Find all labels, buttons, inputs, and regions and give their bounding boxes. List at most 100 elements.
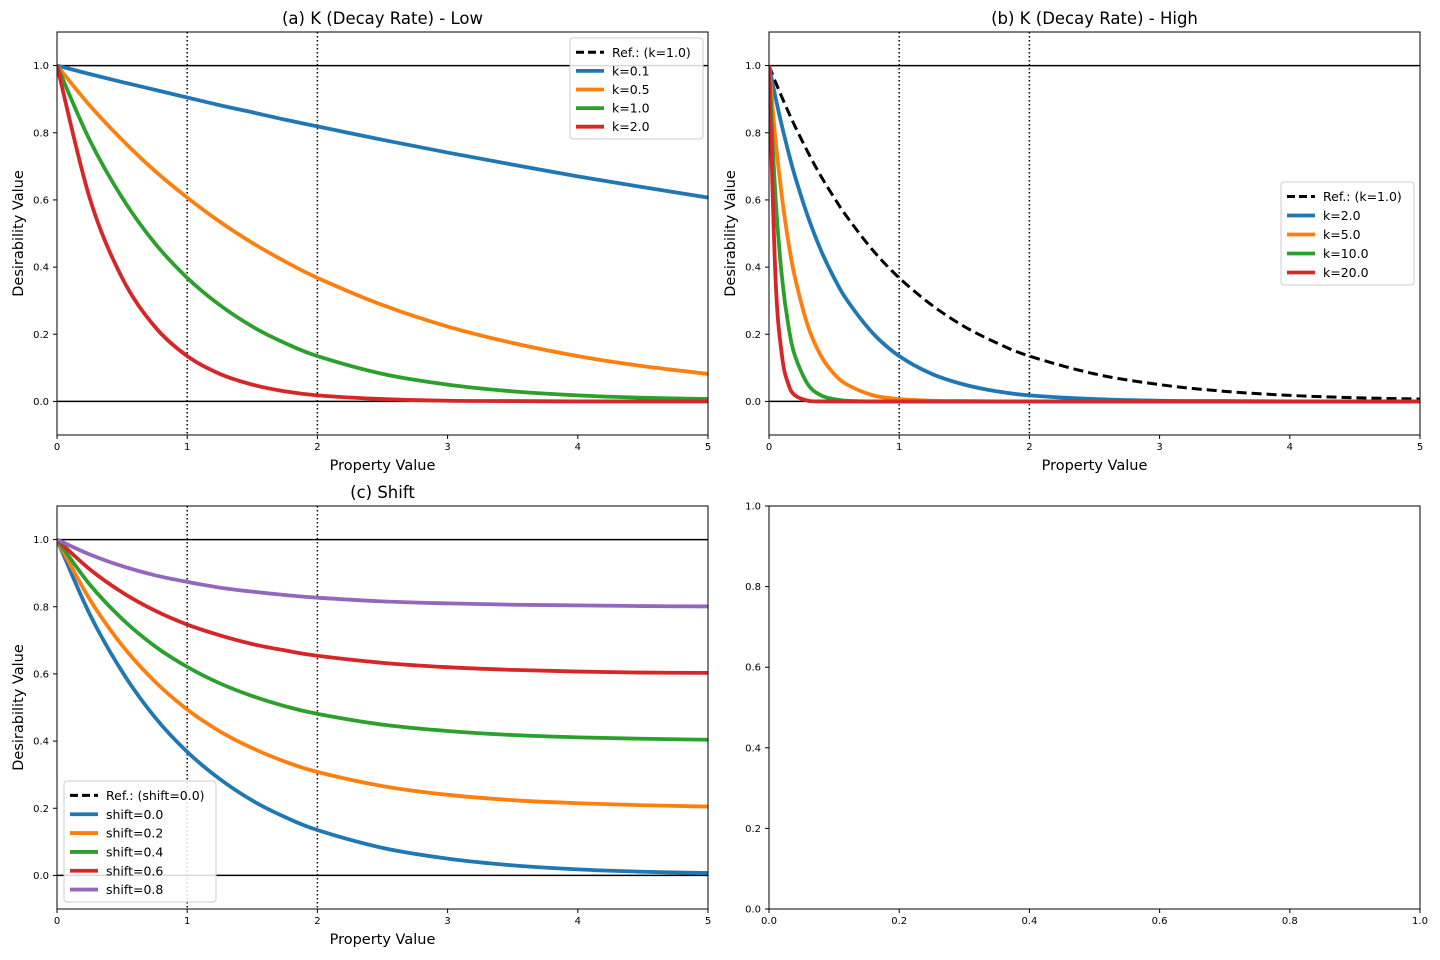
subplot-1: 0 1 2 3 4 5 0.0 0.2 0.4 0.6 0.8 1.0 (a) K (Decay Rat… <box>11 9 711 474</box>
y-tick-label-1: 0.2 <box>745 330 761 341</box>
y-tick-label-4: 0.8 <box>745 128 761 139</box>
legend-label-1: k=0.1 <box>612 63 650 78</box>
y-tick-label-5: 1.0 <box>745 61 761 72</box>
x-tick-label-3: 0.6 <box>1152 916 1168 927</box>
x-tick-label-3: 3 <box>1156 442 1162 453</box>
x-tick-label-5: 5 <box>705 442 711 453</box>
legend-box <box>569 37 704 140</box>
y-tick-label-3: 0.6 <box>33 195 49 206</box>
axes-frame <box>768 31 1421 436</box>
y-tick-label-2: 0.4 <box>33 737 49 748</box>
y-tick-label-0: 0.0 <box>33 871 49 882</box>
subplot-2: 0 1 2 3 4 5 0.0 0.2 0.4 0.6 0.8 1.0 (b) K (Decay Rat… <box>723 9 1423 474</box>
subplot-3: 0 1 2 3 4 5 0.0 0.2 0.4 0.6 0.8 1.0 (c) Shift Propert… <box>11 483 711 948</box>
x-tick-label-0: 0 <box>766 442 772 453</box>
legend-label-4: shift=0.6 <box>106 863 163 878</box>
x-tick-label-5: 5 <box>705 916 711 927</box>
legend-label-5: shift=0.8 <box>106 882 163 897</box>
legend: Ref.: (k=1.0) k=2.0 k=5.0 k=10.0 k=20.0 <box>1280 181 1415 286</box>
x-tick-label-2: 0.4 <box>1021 916 1037 927</box>
y-tick-label-1: 0.2 <box>745 824 761 835</box>
x-tick-label-4: 4 <box>575 916 581 927</box>
y-tick-label-4: 0.8 <box>745 582 761 593</box>
x-tick-label-3: 3 <box>444 916 450 927</box>
axes-frame <box>56 31 709 436</box>
series-line-0 <box>769 65 1420 401</box>
y-tick-label-4: 0.8 <box>33 602 49 613</box>
series-line-4 <box>57 65 708 404</box>
legend-label-1: k=2.0 <box>1323 208 1361 223</box>
legend-label-0: Ref.: (shift=0.0) <box>106 788 205 803</box>
legend-label-4: k=20.0 <box>1323 265 1369 280</box>
x-tick-label-4: 4 <box>1287 442 1293 453</box>
x-tick-label-0: 0 <box>54 442 60 453</box>
y-tick-label-5: 1.0 <box>33 61 49 72</box>
y-tick-label-2: 0.4 <box>745 263 761 274</box>
legend: Ref.: (k=1.0) k=0.1 k=0.5 k=1.0 k=2.0 <box>569 37 704 140</box>
x-tick-label-5: 1.0 <box>1412 916 1428 927</box>
y-tick-label-2: 0.4 <box>33 263 49 274</box>
series-line-3 <box>57 538 708 742</box>
x-tick-label-0: 0 <box>54 916 60 927</box>
y-tick-label-1: 0.2 <box>33 330 49 341</box>
y-axis-label: Desirability Value <box>11 644 27 771</box>
series-line-1 <box>57 63 708 200</box>
legend-label-0: Ref.: (k=1.0) <box>1323 189 1402 204</box>
legend-label-4: k=2.0 <box>612 119 650 134</box>
axes-frame <box>56 505 709 910</box>
y-axis-label: Desirability Value <box>723 170 739 297</box>
legend-label-3: k=1.0 <box>612 101 650 116</box>
series-line-1 <box>57 538 708 875</box>
x-axis-label: Property Value <box>330 458 436 474</box>
legend-label-1: shift=0.0 <box>106 807 163 822</box>
y-tick-label-5: 1.0 <box>745 502 761 513</box>
y-tick-label-3: 0.6 <box>745 663 761 674</box>
subplot-4: 0.0 0.2 0.4 0.6 0.8 1.0 0.0 0.2 0.4 0.6 0.8 1.0 <box>745 502 1428 928</box>
chart-title: (a) K (Decay Rate) - Low <box>282 9 483 28</box>
x-tick-label-4: 4 <box>575 442 581 453</box>
legend-label-3: k=10.0 <box>1323 246 1369 261</box>
legend-box <box>1280 181 1415 286</box>
x-tick-label-4: 0.8 <box>1282 916 1298 927</box>
series-line-4 <box>769 65 1420 404</box>
series-line-3 <box>57 64 708 401</box>
y-tick-label-0: 0.0 <box>745 397 761 408</box>
x-tick-label-3: 3 <box>444 442 450 453</box>
x-tick-label-1: 0.2 <box>891 916 907 927</box>
axes-frame <box>768 505 1421 910</box>
x-axis-label: Property Value <box>1042 458 1148 474</box>
y-tick-label-3: 0.6 <box>33 669 49 680</box>
x-axis-label: Property Value <box>330 932 436 948</box>
x-tick-label-1: 1 <box>896 442 902 453</box>
y-tick-label-4: 0.8 <box>33 128 49 139</box>
y-tick-label-3: 0.6 <box>745 195 761 206</box>
x-tick-label-2: 2 <box>314 442 320 453</box>
y-axis-label: Desirability Value <box>11 170 27 297</box>
x-tick-label-1: 1 <box>184 916 190 927</box>
series-line-2 <box>57 64 708 376</box>
legend-label-2: k=5.0 <box>1323 227 1361 242</box>
chart-title: (b) K (Decay Rate) - High <box>991 9 1198 28</box>
y-tick-label-5: 1.0 <box>33 535 49 546</box>
x-tick-label-1: 1 <box>184 442 190 453</box>
chart-title: (c) Shift <box>350 483 415 502</box>
x-tick-label-0: 0.0 <box>761 916 777 927</box>
legend-label-2: k=0.5 <box>612 82 650 97</box>
legend-box <box>63 780 217 903</box>
series-line-5 <box>57 537 708 609</box>
x-tick-label-5: 5 <box>1417 442 1423 453</box>
series-line-4 <box>57 538 708 675</box>
y-tick-label-1: 0.2 <box>33 804 49 815</box>
y-tick-label-0: 0.0 <box>745 905 761 916</box>
legend-label-2: shift=0.2 <box>106 826 163 841</box>
x-tick-label-2: 2 <box>1026 442 1032 453</box>
legend-label-3: shift=0.4 <box>106 844 163 859</box>
series-line-2 <box>57 538 708 809</box>
series-group <box>57 63 708 404</box>
legend: Ref.: (shift=0.0) shift=0.0 shift=0.2 shift… <box>63 780 217 903</box>
x-tick-label-2: 2 <box>314 916 320 927</box>
legend-label-0: Ref.: (k=1.0) <box>612 45 691 60</box>
series-group <box>57 537 708 875</box>
y-tick-label-2: 0.4 <box>745 743 761 754</box>
